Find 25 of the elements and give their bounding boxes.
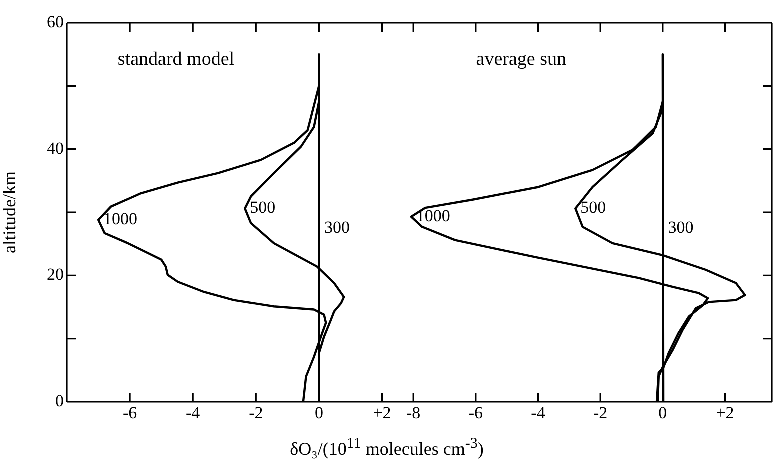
x-tick-label: -4 — [186, 404, 201, 423]
series-label: 500 — [580, 198, 606, 218]
series-label: 300 — [668, 218, 694, 237]
y-tick-label: 0 — [56, 391, 64, 410]
x-axis-title: δO₃/(10$^{11}$ molecules cm$^{-3}$) — [289, 436, 485, 460]
text: average sun — [476, 48, 568, 70]
x-tick-label: -2 — [249, 404, 264, 423]
series-label: 300 — [324, 218, 350, 237]
x-tick-label: -6 — [122, 404, 138, 423]
y-tick-label: 60 — [47, 12, 64, 32]
x-tick-label: -8 — [406, 404, 421, 423]
x-tick-label: +2 — [716, 404, 734, 423]
y-axis-title: altitude/km — [0, 172, 20, 254]
text: standard model — [118, 48, 235, 70]
series-label: 500 — [250, 198, 276, 218]
x-tick-label: -6 — [468, 404, 484, 423]
x-tick-label: +2 — [373, 404, 392, 423]
x-tick-label: -4 — [531, 404, 546, 423]
y-tick-label: 20 — [47, 265, 64, 284]
y-tick-label: 40 — [47, 138, 64, 158]
series-label: 1000 — [104, 210, 138, 229]
x-tick-label: 0 — [658, 404, 668, 423]
series-label: 1000 — [416, 206, 450, 226]
x-tick-label: 0 — [314, 404, 324, 423]
x-tick-label: -2 — [593, 404, 608, 423]
